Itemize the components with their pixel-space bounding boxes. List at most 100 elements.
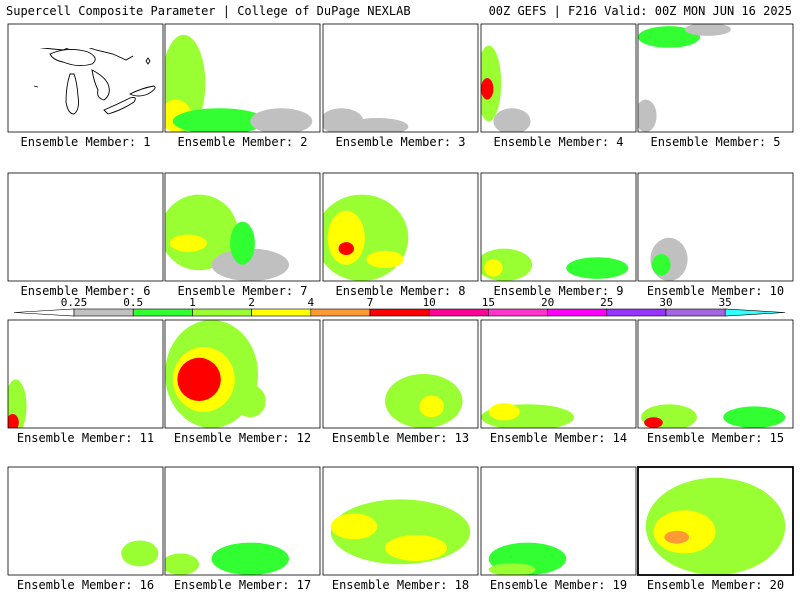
legend-swatch bbox=[428, 308, 489, 317]
scp-contour-fill bbox=[493, 108, 531, 132]
scp-contour-fill bbox=[330, 513, 378, 540]
scp-contour-fill bbox=[481, 78, 494, 100]
member-caption: Ensemble Member: 11 bbox=[16, 431, 155, 445]
member-caption: Ensemble Member: 8 bbox=[335, 284, 466, 298]
panel-frame bbox=[637, 466, 794, 576]
panel-frame bbox=[480, 172, 637, 282]
scp-contour-fill bbox=[121, 540, 159, 567]
member-caption: Ensemble Member: 14 bbox=[489, 431, 628, 445]
member-caption: Ensemble Member: 3 bbox=[335, 135, 466, 149]
ensemble-panel bbox=[322, 172, 479, 282]
member-caption: Ensemble Member: 15 bbox=[646, 431, 785, 445]
legend-tick-label: 30 bbox=[659, 296, 672, 309]
ensemble-panel bbox=[322, 23, 479, 133]
legend-tick-label: 15 bbox=[482, 296, 495, 309]
member-caption: Ensemble Member: 12 bbox=[173, 431, 312, 445]
panel-frame bbox=[480, 466, 637, 576]
member-caption: Ensemble Member: 19 bbox=[489, 578, 628, 592]
panel-frame bbox=[164, 319, 321, 429]
member-caption: Ensemble Member: 1 bbox=[20, 135, 151, 149]
scp-contour-fill bbox=[664, 530, 690, 544]
scp-contour-fill bbox=[684, 24, 731, 36]
ensemble-panel bbox=[7, 23, 164, 133]
scp-contour-fill bbox=[488, 563, 536, 575]
ensemble-panel bbox=[7, 319, 164, 429]
ensemble-panel bbox=[322, 466, 479, 576]
panel-frame bbox=[637, 23, 794, 133]
scp-contour-fill bbox=[651, 253, 671, 276]
member-caption: Ensemble Member: 17 bbox=[173, 578, 312, 592]
member-caption: Ensemble Member: 20 bbox=[646, 578, 785, 592]
ensemble-panel bbox=[637, 319, 794, 429]
scp-contour-fill bbox=[366, 250, 404, 269]
panel-frame bbox=[164, 23, 321, 133]
member-caption: Ensemble Member: 4 bbox=[493, 135, 624, 149]
ensemble-panel bbox=[480, 23, 637, 133]
legend-swatch bbox=[73, 308, 134, 317]
legend-swatch bbox=[369, 308, 430, 317]
member-caption: Ensemble Member: 6 bbox=[20, 284, 151, 298]
legend-tick-label: 10 bbox=[423, 296, 436, 309]
scp-contour-fill bbox=[172, 108, 266, 132]
scp-contour-fill bbox=[211, 542, 289, 575]
title-right: 00Z GEFS | F216 Valid: 00Z MON JUN 16 20… bbox=[488, 4, 792, 18]
ensemble-panel bbox=[480, 172, 637, 282]
ensemble-panel bbox=[637, 172, 794, 282]
legend-swatch bbox=[488, 308, 548, 317]
scp-contour-fill bbox=[638, 26, 700, 48]
member-caption: Ensemble Member: 10 bbox=[646, 284, 785, 298]
panel-frame bbox=[322, 319, 479, 429]
map-outline bbox=[33, 48, 156, 115]
scp-contour-fill bbox=[234, 384, 266, 418]
scp-contour-fill bbox=[723, 406, 786, 428]
member-caption: Ensemble Member: 9 bbox=[493, 284, 624, 298]
scp-contour-fill bbox=[346, 117, 409, 132]
panel-frame bbox=[7, 23, 164, 133]
scp-contour-fill bbox=[566, 257, 629, 279]
panel-background bbox=[8, 320, 163, 428]
legend-tick-label: 0.5 bbox=[123, 296, 143, 309]
panel-frame bbox=[7, 172, 164, 282]
legend-swatch bbox=[724, 308, 786, 317]
ensemble-panel bbox=[322, 319, 479, 429]
scp-contour-fill bbox=[419, 395, 444, 418]
legend-tick-label: 7 bbox=[367, 296, 374, 309]
legend-tick-label: 4 bbox=[307, 296, 314, 309]
panel-frame bbox=[7, 319, 164, 429]
ensemble-panel bbox=[637, 23, 794, 133]
panel-background bbox=[8, 173, 163, 281]
scp-contour-fill bbox=[644, 417, 663, 428]
scp-contour-fill bbox=[484, 259, 503, 277]
panel-frame bbox=[480, 319, 637, 429]
panel-frame bbox=[164, 172, 321, 282]
ensemble-panel bbox=[164, 466, 321, 576]
member-caption: Ensemble Member: 18 bbox=[331, 578, 470, 592]
panel-frame bbox=[322, 23, 479, 133]
panel-frame bbox=[322, 466, 479, 576]
member-caption: Ensemble Member: 7 bbox=[177, 284, 308, 298]
scp-contour-fill bbox=[250, 108, 313, 132]
ensemble-panel bbox=[7, 466, 164, 576]
scp-contour-fill bbox=[481, 248, 533, 281]
ensemble-panel bbox=[7, 172, 164, 282]
legend-tick-label: 0.25 bbox=[61, 296, 88, 309]
scp-contour-fill bbox=[488, 403, 520, 421]
panel-frame bbox=[7, 466, 164, 576]
member-caption: Ensemble Member: 5 bbox=[650, 135, 781, 149]
legend-swatch bbox=[310, 308, 371, 317]
ensemble-panel bbox=[637, 466, 794, 576]
panel-background bbox=[8, 24, 163, 132]
color-legend: 0.25 0.5 1 2 4 7 10 15 20 25 30 35 bbox=[13, 296, 786, 317]
legend-swatch bbox=[547, 308, 608, 317]
scp-contour-fill bbox=[653, 510, 716, 554]
legend-tick-label: 2 bbox=[248, 296, 255, 309]
legend-swatch bbox=[606, 308, 667, 317]
legend-tick-label: 20 bbox=[541, 296, 554, 309]
scp-contour-fill bbox=[211, 248, 289, 281]
member-caption: Ensemble Member: 13 bbox=[331, 431, 470, 445]
scp-contour-fill bbox=[165, 553, 200, 575]
ensemble-panel bbox=[164, 172, 321, 282]
scp-contour-fill bbox=[8, 413, 19, 428]
scp-contour-fill bbox=[338, 242, 354, 256]
legend-tick-label: 1 bbox=[189, 296, 196, 309]
